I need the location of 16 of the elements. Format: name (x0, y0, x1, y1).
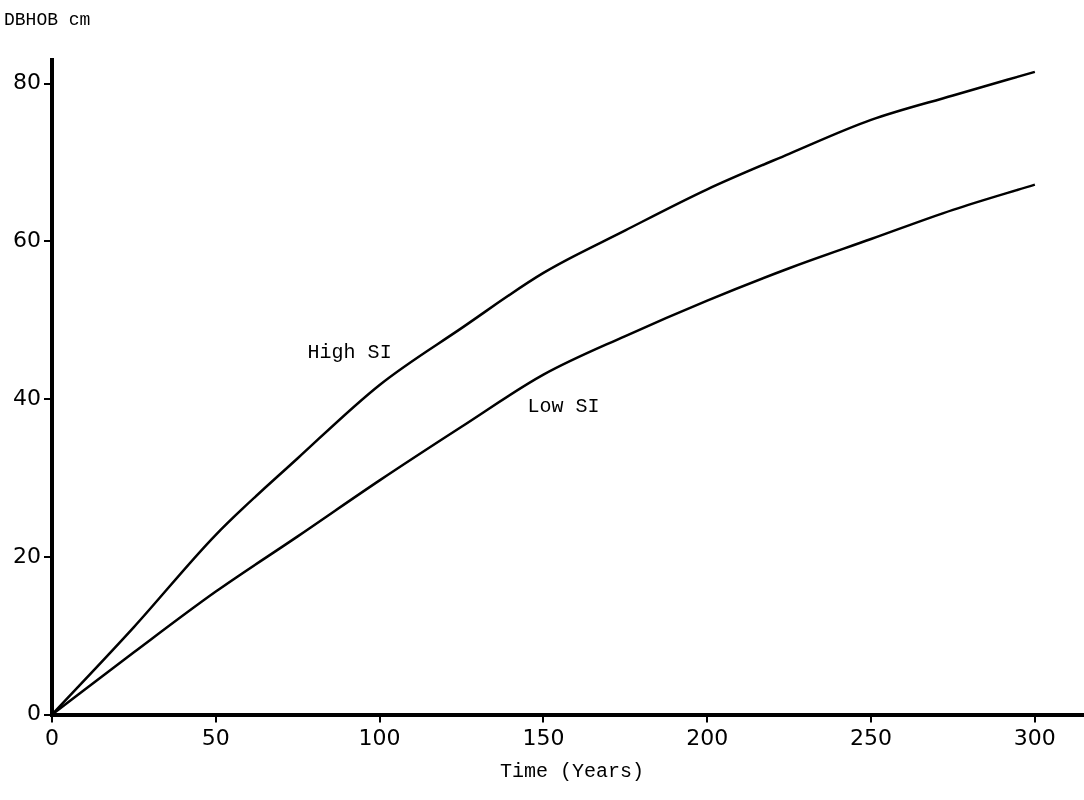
y-tick-label: 20 (12, 542, 41, 568)
y-tick-label: 80 (12, 69, 41, 95)
series-label: High SI (307, 341, 392, 365)
x-tick-label: 300 (1013, 724, 1056, 750)
y-tick-label: 60 (12, 227, 41, 253)
x-tick-label: 50 (201, 724, 230, 750)
y-tick-label: 0 (26, 700, 41, 726)
x-tick-label: 0 (44, 724, 59, 750)
y-axis-title: DBHOB cm (4, 10, 91, 30)
x-axis-title: Time (Years) (499, 760, 645, 783)
series-label: Low SI (527, 394, 600, 418)
x-tick-label: 150 (522, 724, 565, 750)
x-tick-label: 200 (686, 724, 729, 750)
x-tick-label: 250 (850, 724, 893, 750)
x-tick-label: 100 (358, 724, 401, 750)
y-tick-label: 40 (12, 384, 41, 410)
